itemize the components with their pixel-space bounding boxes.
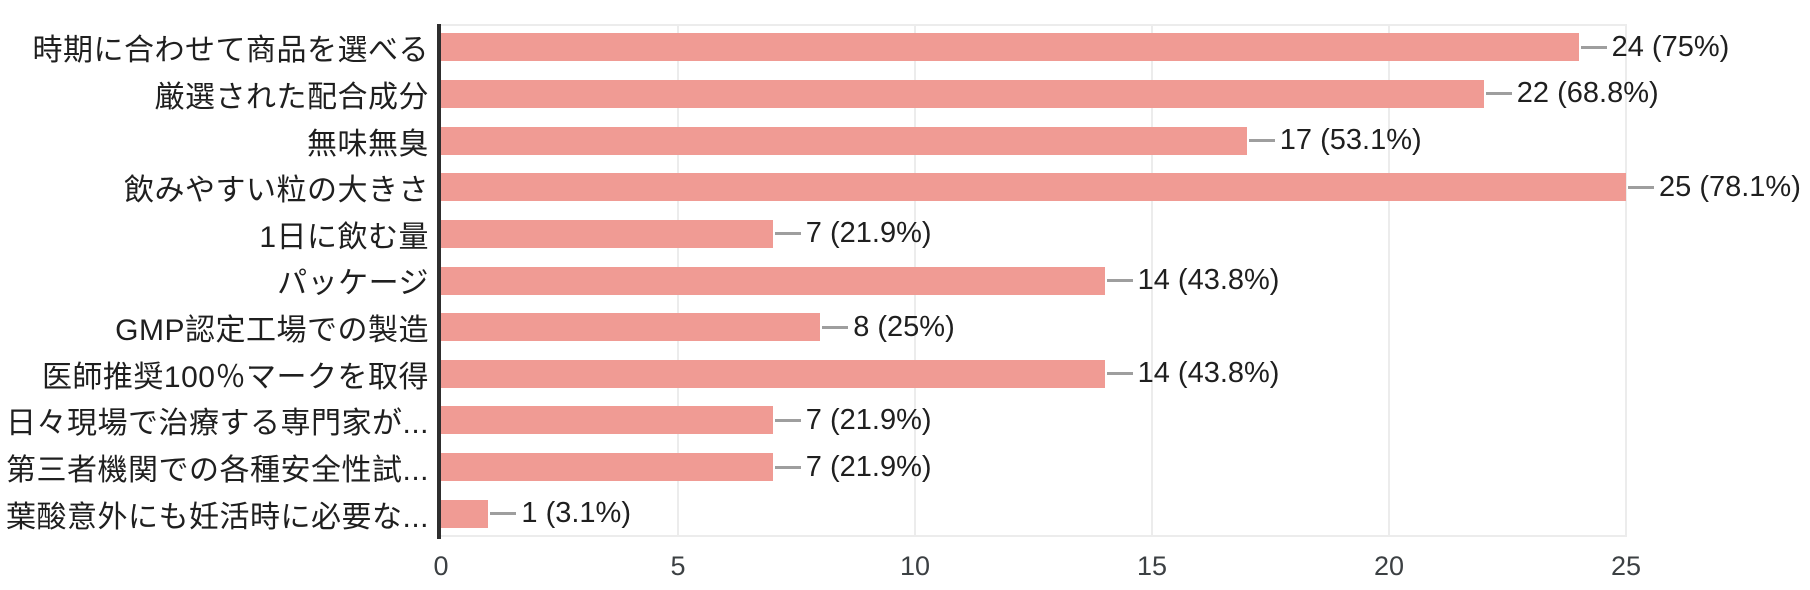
gridline: [1151, 24, 1153, 537]
bar: [441, 219, 773, 248]
gridline: [1625, 24, 1627, 537]
y-axis-line: [437, 24, 441, 539]
category-label: 葉酸意外にも妊活時に必要な...: [5, 500, 429, 534]
value-label: 22 (68.8%): [1516, 77, 1659, 110]
value-label: 7 (21.9%): [805, 450, 932, 483]
x-tick-label: 20: [1373, 551, 1405, 581]
x-tick-label: 10: [899, 551, 931, 581]
bar: [441, 33, 1579, 62]
value-connector-line: [774, 418, 801, 422]
value-connector-line: [1485, 92, 1512, 96]
value-label: 14 (43.8%): [1137, 357, 1280, 390]
category-label: 日々現場で治療する専門家が...: [5, 407, 429, 441]
bar: [441, 266, 1105, 295]
value-label: 8 (25%): [853, 310, 955, 343]
x-tick-label: 0: [433, 551, 449, 581]
value-label: 7 (21.9%): [805, 403, 932, 436]
bar: [441, 313, 821, 342]
x-tick-label: 25: [1610, 551, 1642, 581]
value-connector-line: [822, 325, 849, 329]
value-connector-line: [774, 232, 801, 236]
x-tick-label: 5: [670, 551, 686, 581]
value-label: 14 (43.8%): [1137, 263, 1280, 296]
category-label: 飲みやすい粒の大きさ: [124, 174, 429, 208]
plot-area: [441, 24, 1626, 537]
value-connector-line: [1106, 372, 1133, 376]
value-connector-line: [1580, 45, 1607, 49]
value-label: 17 (53.1%): [1279, 124, 1422, 157]
value-label: 7 (21.9%): [805, 217, 932, 250]
category-label: 医師推奨100％マークを取得: [41, 360, 429, 394]
bar: [441, 453, 773, 482]
category-label: GMP認定工場での製造: [115, 314, 429, 348]
value-connector-line: [774, 465, 801, 469]
category-label: 1日に飲む量: [259, 220, 429, 254]
x-tick-label: 15: [1136, 551, 1168, 581]
bar: [441, 173, 1626, 202]
bar: [441, 406, 773, 435]
bar: [441, 359, 1105, 388]
category-label: 厳選された配合成分: [154, 80, 429, 114]
category-label: 無味無臭: [307, 127, 429, 161]
value-label: 1 (3.1%): [521, 497, 631, 530]
category-label: パッケージ: [277, 267, 429, 301]
value-connector-line: [1628, 185, 1654, 189]
bar: [441, 499, 489, 528]
value-connector-line: [490, 512, 517, 516]
value-label: 25 (78.1%): [1659, 170, 1801, 203]
bar: [441, 79, 1484, 108]
category-label: 第三者機関での各種安全性試...: [5, 454, 429, 488]
bar: [441, 126, 1247, 155]
value-connector-line: [1106, 279, 1133, 282]
category-label: 時期に合わせて商品を選べる: [32, 34, 429, 68]
value-label: 24 (75%): [1611, 30, 1730, 63]
gridline: [1388, 24, 1390, 537]
value-connector-line: [1248, 139, 1275, 143]
